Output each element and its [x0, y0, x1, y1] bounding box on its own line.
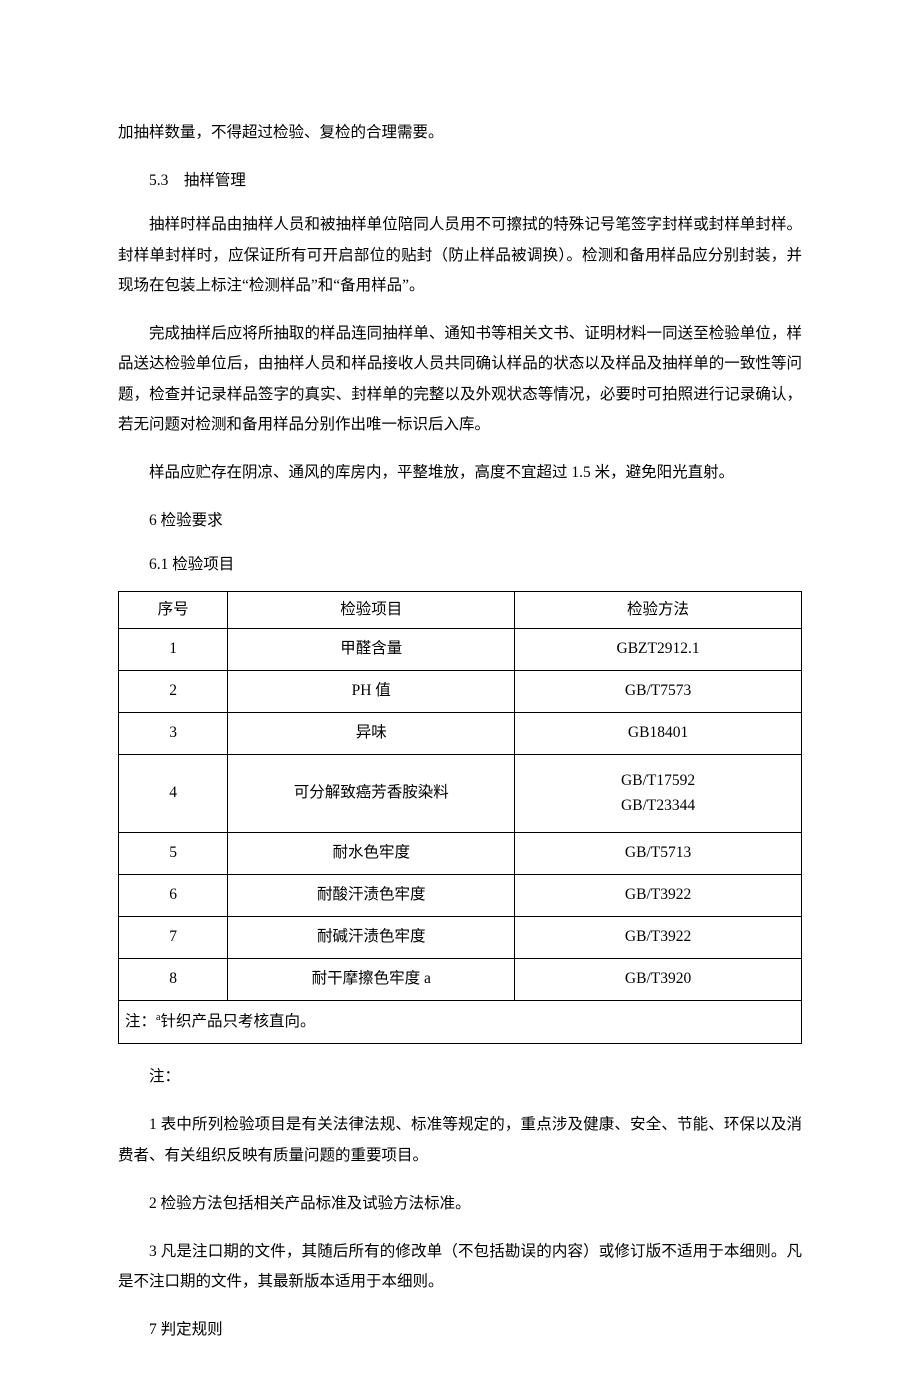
table-cell: GB/T17592GB/T23344 [515, 754, 802, 833]
table-cell: GB/T3922 [515, 875, 802, 917]
table-row: 8 耐干摩擦色牢度 a GB/T3920 [119, 958, 802, 1000]
table-cell: GB/T5713 [515, 833, 802, 875]
table-cell: 1 [119, 629, 228, 671]
body-paragraph: 样品应贮存在阴凉、通风的库房内，平整堆放，高度不宜超过 1.5 米，避免阳光直射… [118, 458, 802, 488]
table-cell: 可分解致癌芳香胺染料 [228, 754, 515, 833]
table-row: 3 异味 GB18401 [119, 713, 802, 755]
section-heading-6-1: 6.1 检验项目 [118, 550, 802, 580]
table-header-cell: 序号 [119, 591, 228, 629]
table-row: 1 甲醛含量 GBZT2912.1 [119, 629, 802, 671]
body-paragraph: 抽样时样品由抽样人员和被抽样单位陪同人员用不可擦拭的特殊记号笔签字封样或封样单封… [118, 210, 802, 301]
document-page: 加抽样数量，不得超过检验、复检的合理需要。 5.3 抽样管理 抽样时样品由抽样人… [0, 0, 920, 1400]
section-heading-5-3: 5.3 抽样管理 [118, 166, 802, 196]
table-cell: 7 [119, 917, 228, 959]
table-cell: 3 [119, 713, 228, 755]
table-row: 2 PH 值 GB/T7573 [119, 671, 802, 713]
body-paragraph: 完成抽样后应将所抽取的样品连同抽样单、通知书等相关文书、证明材料一同送至检验单位… [118, 319, 802, 440]
table-cell: 耐干摩擦色牢度 a [228, 958, 515, 1000]
spacer [118, 1044, 802, 1062]
table-cell: GB/T3922 [515, 917, 802, 959]
table-row: 7 耐碱汗渍色牢度 GB/T3922 [119, 917, 802, 959]
table-cell: PH 值 [228, 671, 515, 713]
table-header-cell: 检验方法 [515, 591, 802, 629]
table-row: 5 耐水色牢度 GB/T5713 [119, 833, 802, 875]
section-heading-6: 6 检验要求 [118, 506, 802, 536]
table-cell: 2 [119, 671, 228, 713]
table-cell: 耐碱汗渍色牢度 [228, 917, 515, 959]
table-row: 4 可分解致癌芳香胺染料 GB/T17592GB/T23344 [119, 754, 802, 833]
table-cell: 8 [119, 958, 228, 1000]
table-cell: 6 [119, 875, 228, 917]
table-cell: GB/T7573 [515, 671, 802, 713]
inspection-items-table: 序号 检验项目 检验方法 1 甲醛含量 GBZT2912.1 2 PH 值 GB… [118, 591, 802, 1001]
notes-heading: 注： [118, 1062, 802, 1092]
table-cell: 甲醛含量 [228, 629, 515, 671]
section-heading-7: 7 判定规则 [118, 1315, 802, 1345]
table-row: 6 耐酸汗渍色牢度 GB/T3922 [119, 875, 802, 917]
table-cell: GBZT2912.1 [515, 629, 802, 671]
body-paragraph: 加抽样数量，不得超过检验、复检的合理需要。 [118, 118, 802, 148]
note-paragraph: 2 检验方法包括相关产品标准及试验方法标准。 [118, 1189, 802, 1219]
note-paragraph: 3 凡是注口期的文件，其随后所有的修改单（不包括勘误的内容）或修订版不适用于本细… [118, 1237, 802, 1297]
note-paragraph: 1 表中所列检验项目是有关法律法规、标准等规定的，重点涉及健康、安全、节能、环保… [118, 1110, 802, 1170]
table-footnote: 注：a针织产品只考核直向。 [118, 1001, 802, 1045]
table-cell: 异味 [228, 713, 515, 755]
table-cell: GB18401 [515, 713, 802, 755]
table-cell: 5 [119, 833, 228, 875]
table-cell: 耐酸汗渍色牢度 [228, 875, 515, 917]
footnote-text: 针织产品只考核直向。 [160, 1013, 315, 1030]
footnote-prefix: 注： [125, 1013, 156, 1030]
table-cell: 4 [119, 754, 228, 833]
table-cell: 耐水色牢度 [228, 833, 515, 875]
table-header-row: 序号 检验项目 检验方法 [119, 591, 802, 629]
table-cell: GB/T3920 [515, 958, 802, 1000]
table-header-cell: 检验项目 [228, 591, 515, 629]
